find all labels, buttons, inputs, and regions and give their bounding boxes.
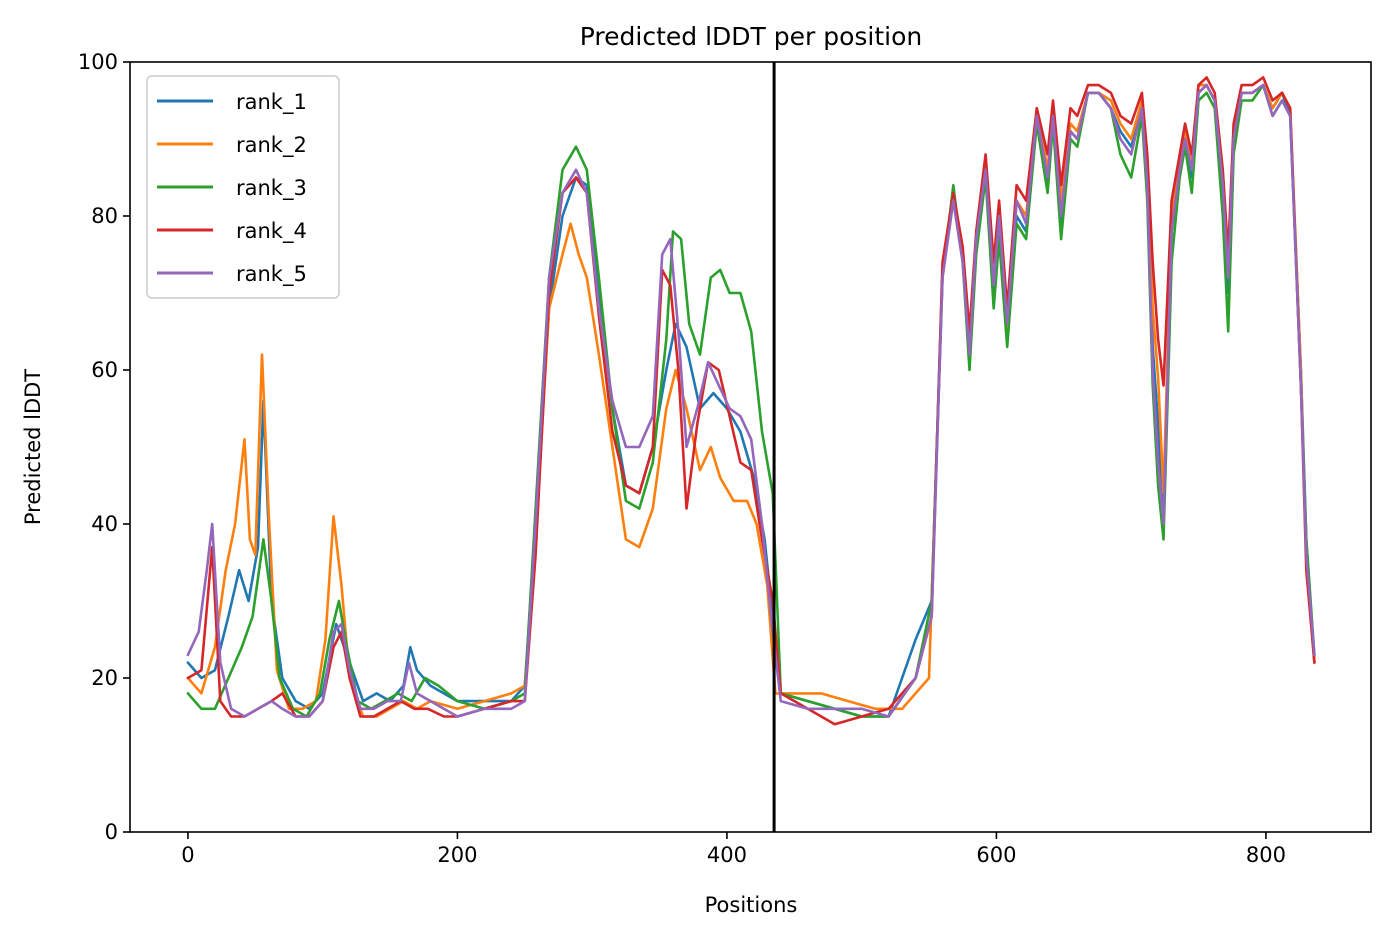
legend-box xyxy=(146,75,340,299)
legend-label-rank-1: rank_1 xyxy=(236,90,307,115)
x-tick-label: 200 xyxy=(437,843,477,867)
y-tick-label: 0 xyxy=(105,820,118,844)
series-layer xyxy=(186,62,1316,832)
chart-title: Predicted lDDT per position xyxy=(580,22,922,51)
legend-label-rank-2: rank_2 xyxy=(236,133,307,158)
y-axis-label: Predicted lDDT xyxy=(21,369,45,525)
plot-frame xyxy=(129,61,1372,833)
y-tick-label: 20 xyxy=(91,666,118,690)
legend: rank_1 rank_2 rank_3 rank_4 rank_5 xyxy=(146,75,340,299)
y-axis-ticks: 0 20 40 60 80 100 xyxy=(78,50,130,844)
x-tick-label: 600 xyxy=(976,843,1016,867)
y-tick-label: 100 xyxy=(78,50,118,74)
x-axis-label: Positions xyxy=(705,893,798,917)
series-line-rank-4 xyxy=(186,76,1316,726)
x-tick-label: 0 xyxy=(181,843,194,867)
legend-label-rank-5: rank_5 xyxy=(236,262,307,287)
y-tick-label: 60 xyxy=(91,358,118,382)
x-axis-ticks: 0 200 400 600 800 xyxy=(181,832,1286,867)
legend-label-rank-3: rank_3 xyxy=(236,176,307,201)
x-tick-label: 400 xyxy=(707,843,747,867)
legend-label-rank-4: rank_4 xyxy=(236,219,307,244)
series-line-rank-5 xyxy=(186,83,1316,718)
y-tick-label: 40 xyxy=(91,512,118,536)
y-tick-label: 80 xyxy=(91,204,118,228)
x-tick-label: 800 xyxy=(1246,843,1286,867)
